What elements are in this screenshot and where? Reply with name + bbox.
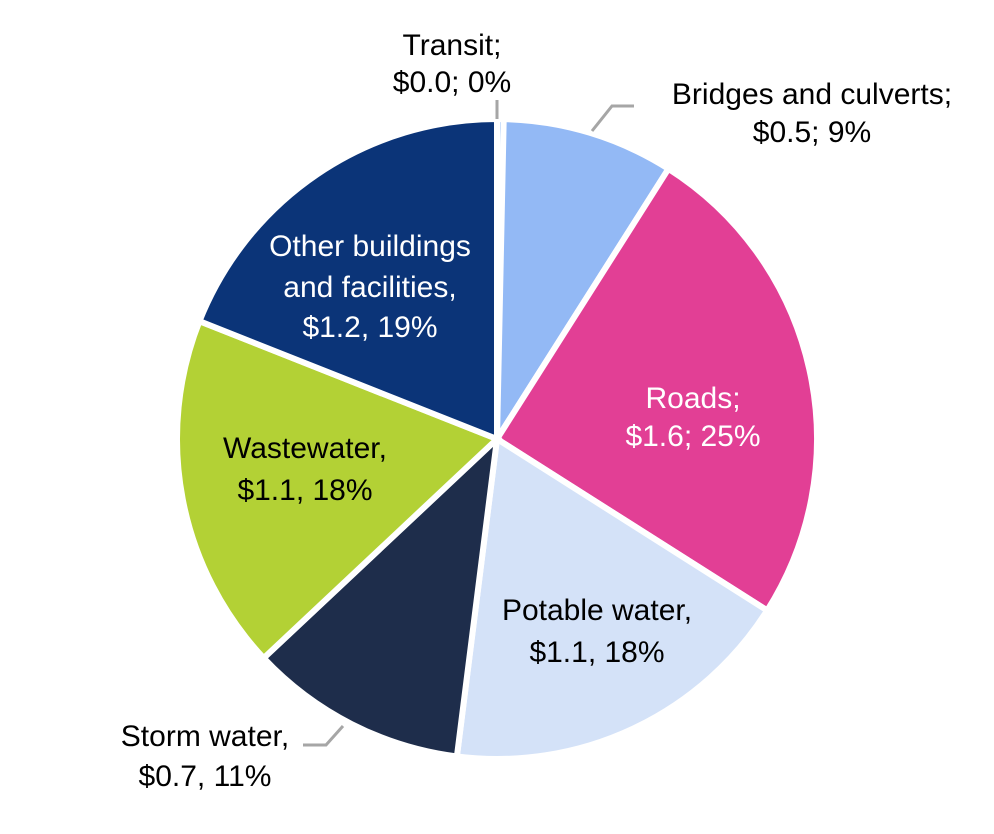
data-label-line: Bridges and culverts;: [672, 78, 952, 111]
data-label-line: $0.0; 0%: [393, 66, 511, 99]
pie-slice-wastewater: [174, 317, 503, 663]
data-label-line: Transit;: [403, 29, 502, 62]
pie-slice-roads: [492, 164, 820, 615]
data-label-storm-water: Storm water, $0.7, 11%: [121, 720, 289, 793]
data-label-line: Storm water,: [121, 720, 289, 753]
pie-slice-potable-water: [453, 433, 772, 762]
leader-line-bridges-and-culverts: [590, 104, 634, 132]
pie-slice-storm-water: [259, 431, 502, 760]
data-label-potable-water: Potable water, $1.1, 18%: [502, 594, 692, 669]
data-label-bridges-and-culverts: Bridges and culverts; $0.5; 9%: [672, 78, 952, 149]
data-label-line: $0.5; 9%: [753, 116, 871, 149]
leader-line-storm-water: [303, 724, 345, 747]
data-label-line: and facilities,: [283, 271, 456, 304]
data-label-roads: Roads; $1.6; 25%: [625, 382, 760, 453]
data-label-line: Potable water,: [502, 594, 692, 627]
data-label-line: $0.7, 11%: [139, 760, 272, 793]
data-label-line: Other buildings: [269, 230, 471, 263]
pie-slice-bridges-and-culverts: [493, 116, 673, 450]
data-label-line: $1.1, 18%: [237, 474, 372, 507]
data-label-line: Wastewater,: [223, 432, 387, 465]
data-label-line: $1.6; 25%: [625, 420, 760, 453]
data-label-other-buildings-and-facilities: Other buildings and facilities, $1.2, 19%: [269, 230, 471, 344]
data-label-transit: Transit; $0.0; 0%: [393, 29, 511, 99]
data-label-line: Roads;: [645, 382, 740, 415]
data-label-line: $1.2, 19%: [302, 311, 437, 344]
pie-slice-other-buildings-and-facilities: [195, 115, 500, 444]
data-label-wastewater: Wastewater, $1.1, 18%: [223, 432, 387, 507]
data-label-line: $1.1, 18%: [529, 636, 664, 669]
